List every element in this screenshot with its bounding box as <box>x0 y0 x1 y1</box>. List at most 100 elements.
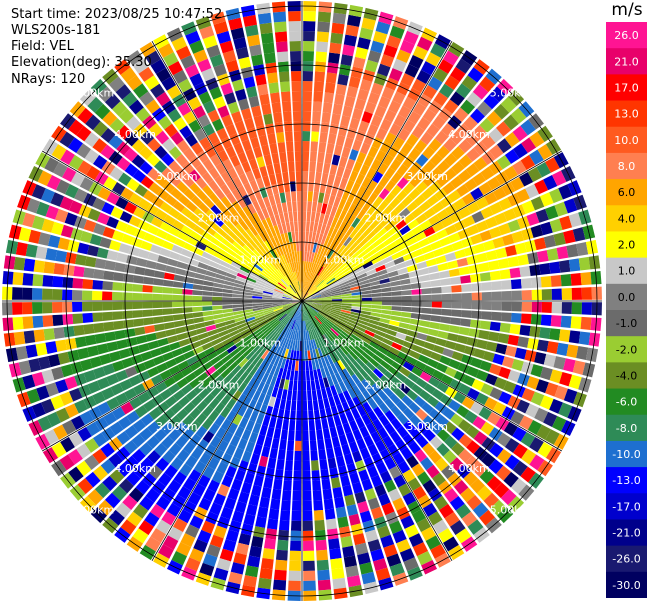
range-gate <box>268 277 278 285</box>
range-gate <box>220 171 232 184</box>
range-gate <box>204 145 217 159</box>
range-gate <box>244 117 255 130</box>
range-gate <box>358 237 369 248</box>
range-gate <box>421 60 436 76</box>
range-gate <box>288 285 296 294</box>
range-gate <box>387 225 399 236</box>
range-gate <box>124 328 136 338</box>
range-gate <box>383 355 394 366</box>
range-gate <box>466 224 480 236</box>
range-gate <box>422 108 437 123</box>
range-gate <box>311 121 321 132</box>
range-gate <box>340 115 351 127</box>
range-gate <box>492 236 505 249</box>
range-gate <box>133 318 144 327</box>
range-gate <box>257 198 266 210</box>
range-gate <box>511 301 522 312</box>
range-gate <box>540 366 553 381</box>
range-gate <box>494 377 508 390</box>
range-gate <box>309 440 318 451</box>
range-gate <box>193 317 205 324</box>
range-gate <box>229 434 241 447</box>
range-gate <box>118 172 132 186</box>
range-gate <box>386 351 398 361</box>
range-gate <box>22 316 34 330</box>
range-gate <box>37 416 52 432</box>
range-gate <box>51 221 64 236</box>
range-gate <box>439 355 452 366</box>
range-gate <box>296 191 302 202</box>
colorbar-swatch <box>606 362 647 390</box>
range-gate <box>381 309 392 315</box>
range-gate <box>384 410 396 422</box>
range-gate <box>380 342 391 351</box>
range-gate <box>340 475 351 487</box>
range-gate <box>349 282 360 288</box>
range-gate <box>425 335 438 344</box>
range-gate <box>436 443 450 457</box>
range-gate <box>248 95 260 108</box>
range-gate <box>366 268 377 276</box>
range-gate <box>298 221 302 232</box>
range-gate <box>418 237 430 248</box>
range-gate <box>314 212 321 223</box>
range-gate <box>272 333 281 343</box>
range-gate <box>82 301 93 312</box>
range-gate <box>309 273 315 283</box>
range-gate <box>352 331 363 339</box>
colorbar-tick-label: -1.0 <box>616 317 637 330</box>
range-gate <box>345 565 360 578</box>
range-gate <box>92 138 108 154</box>
range-gate <box>442 244 454 255</box>
range-gate <box>203 197 215 209</box>
range-gate <box>549 328 561 341</box>
range-gate <box>273 235 281 247</box>
range-gate <box>545 205 559 220</box>
range-gate <box>208 180 220 192</box>
range-gate <box>53 327 65 340</box>
range-gate <box>295 161 302 172</box>
colorbar-tick-label: 2.0 <box>618 239 636 252</box>
range-gate <box>387 443 400 457</box>
range-gate <box>291 319 296 330</box>
range-gate <box>224 372 235 383</box>
range-gate <box>395 219 407 231</box>
range-gate <box>126 178 140 192</box>
range-gate <box>231 79 245 92</box>
range-gate <box>279 336 286 347</box>
range-gate <box>238 325 249 333</box>
range-gate <box>305 282 311 292</box>
range-gate <box>355 46 369 60</box>
range-gate <box>25 243 38 258</box>
range-gate <box>80 230 93 244</box>
azimuth-spoke <box>151 40 303 302</box>
range-gate <box>396 538 411 553</box>
range-gate <box>13 331 26 346</box>
range-gate <box>525 183 540 199</box>
range-gate <box>277 357 284 368</box>
range-gate <box>521 289 532 301</box>
range-gate <box>203 393 215 405</box>
range-gate <box>165 265 177 274</box>
range-gate <box>253 189 263 201</box>
range-gate <box>374 73 388 86</box>
range-gate <box>258 134 269 147</box>
range-gate <box>310 339 315 350</box>
range-gate <box>282 302 293 306</box>
range-gate <box>315 539 328 551</box>
range-gate <box>255 261 265 270</box>
range-gate <box>64 212 78 226</box>
range-gate <box>411 295 422 301</box>
range-gate <box>471 301 482 310</box>
range-gate <box>284 317 292 327</box>
range-gate <box>272 272 281 281</box>
range-gate <box>167 479 182 494</box>
range-gate <box>215 346 227 356</box>
colorbar-swatch <box>606 179 647 206</box>
range-gate <box>540 275 552 288</box>
range-gate <box>32 288 43 300</box>
range-gate <box>329 353 337 364</box>
range-gate <box>470 187 484 201</box>
range-gate <box>135 257 148 268</box>
range-gate <box>340 357 349 368</box>
